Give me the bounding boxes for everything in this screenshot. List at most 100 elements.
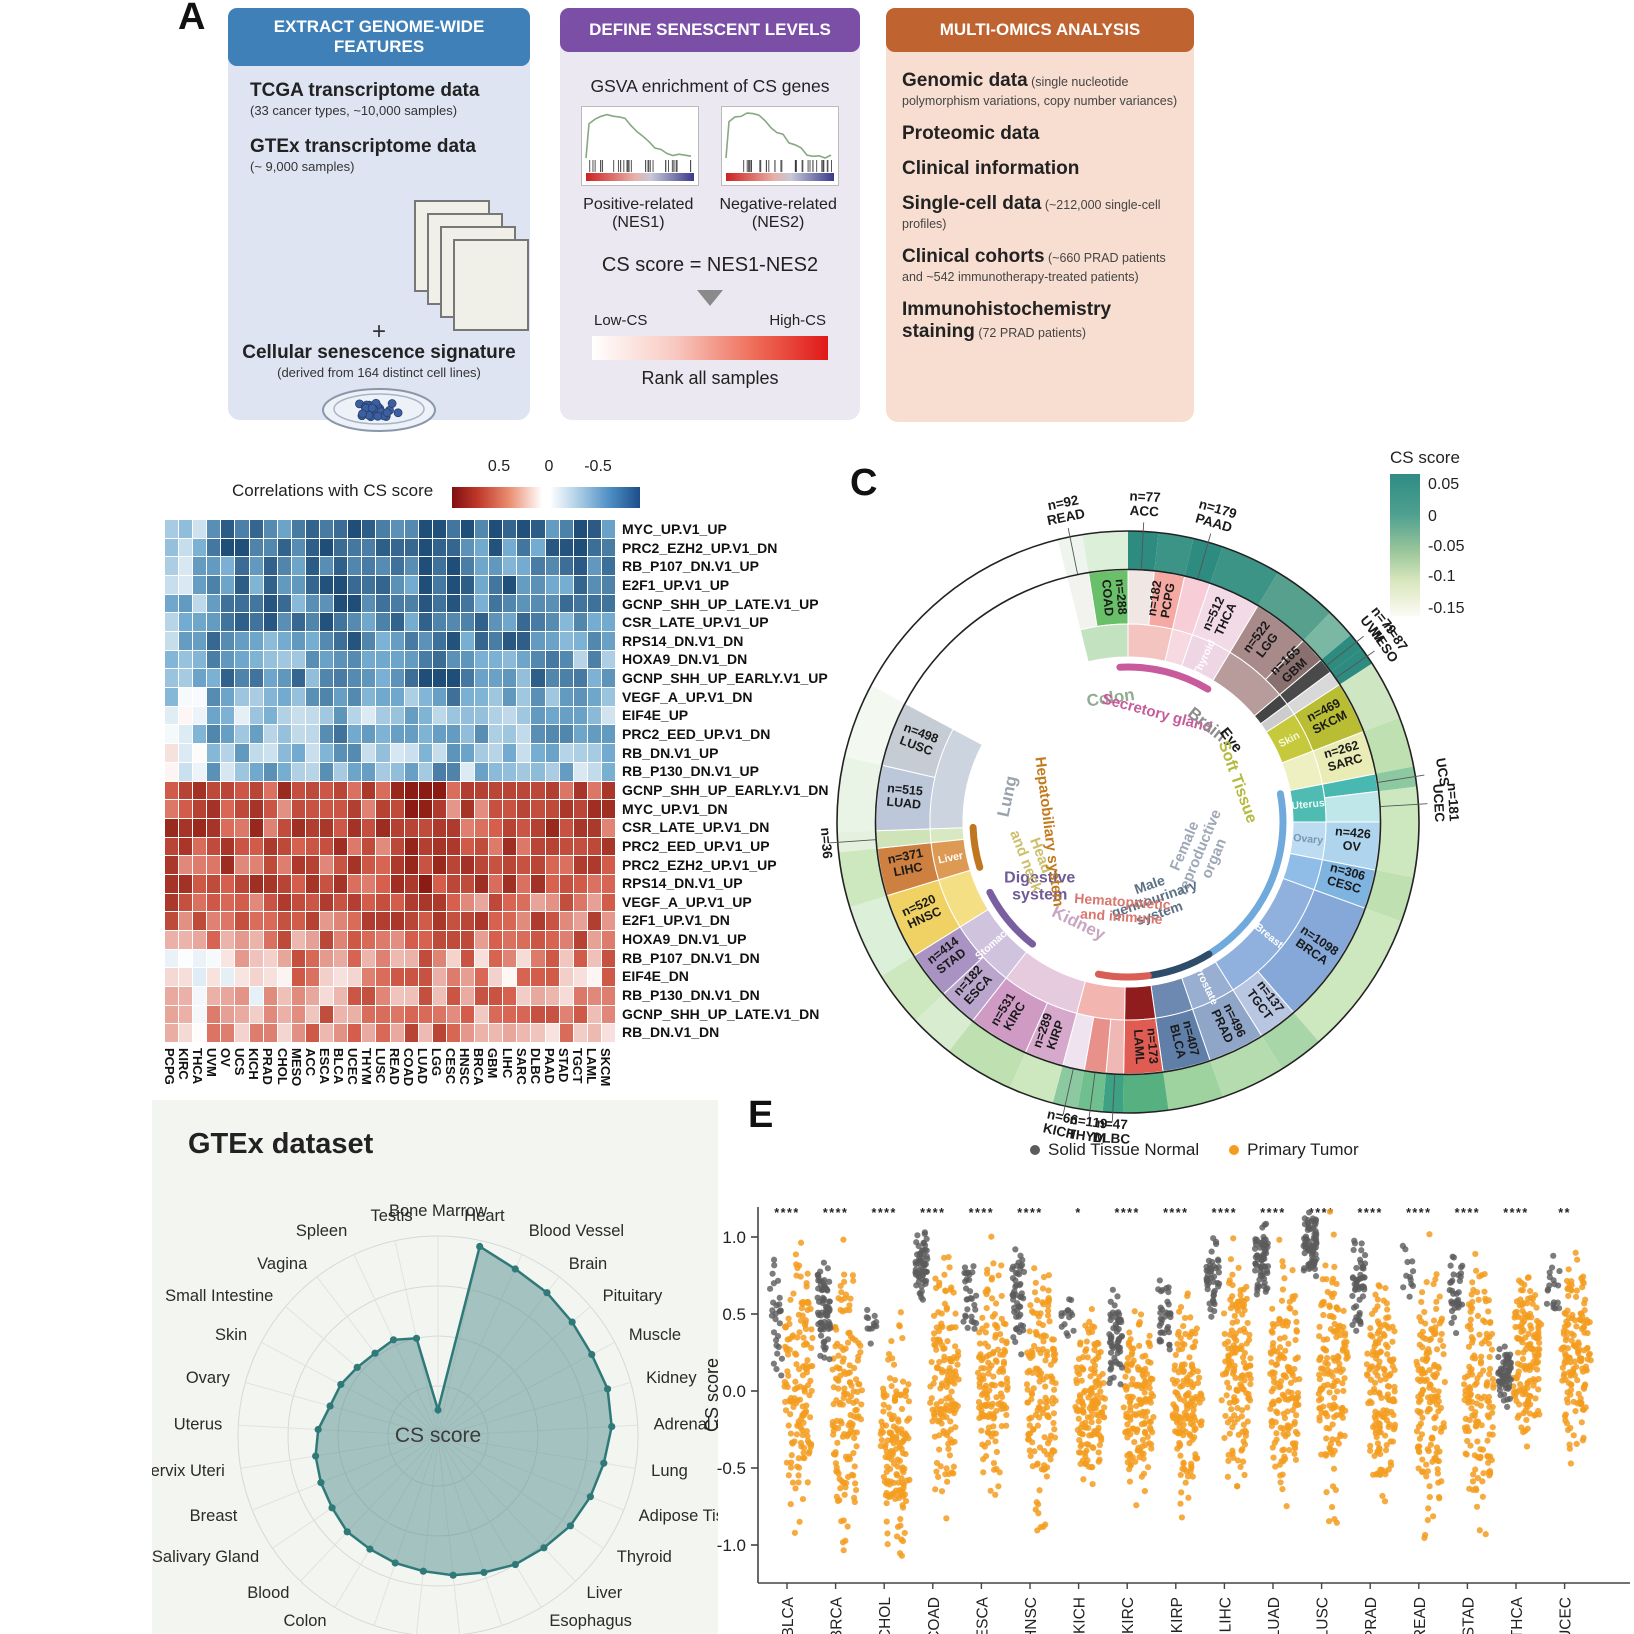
heatmap-cell: [531, 520, 545, 538]
heatmap-cell: [334, 781, 348, 800]
heatmap-cell: [207, 912, 221, 930]
heatmap-cell: [193, 650, 207, 669]
heatmap-cell: [263, 818, 277, 837]
radar-axis-label: Kidney: [646, 1369, 697, 1387]
heatmap-cell: [559, 594, 573, 613]
heatmap-cell: [517, 837, 531, 856]
heatmap-cell: [263, 837, 277, 856]
heatmap-cell: [207, 874, 221, 893]
heatmap-cell: [489, 1024, 503, 1042]
heatmap-cell: [573, 557, 587, 576]
heatmap-cell: [291, 725, 305, 744]
heatmap-cell: [334, 1005, 348, 1024]
heatmap-cell: [489, 856, 503, 874]
heatmap-cell: [291, 818, 305, 837]
heatmap-cell: [503, 986, 517, 1005]
heatmap-cell: [263, 949, 277, 968]
heatmap-cell: [489, 576, 503, 594]
x-tick-label: READ: [1412, 1597, 1429, 1634]
heatmap-cell: [503, 781, 517, 800]
system-arc: [1207, 790, 1287, 957]
heatmap-cell: [446, 856, 460, 874]
heatmap-cell: [249, 688, 263, 706]
heatmap-cell: [559, 650, 573, 669]
heatmap-cell: [376, 968, 390, 986]
heatmap-cell: [587, 688, 601, 706]
heatmap-cell: [559, 706, 573, 725]
cs-outer-ring-segment: [844, 685, 905, 766]
heatmap-cell: [305, 650, 320, 669]
cs-outer-ring-segment: [1102, 1074, 1124, 1113]
heatmap-cell: [193, 818, 207, 837]
heatmap-cell: [193, 706, 207, 725]
heatmap-cell: [193, 632, 207, 650]
cs-legend-title: CS score: [1390, 448, 1460, 467]
heatmap-cell: [305, 538, 320, 557]
svg-text:UCS: UCS: [1433, 757, 1452, 788]
heatmap-cell: [559, 930, 573, 949]
cs-outer-ring-segment: [948, 1021, 1026, 1088]
heatmap-cell: [573, 594, 587, 613]
heatmap-cell: [587, 706, 601, 725]
heatmap-cell: [573, 800, 587, 818]
heatmap-cell: [545, 669, 559, 688]
heatmap-cell: [305, 632, 320, 650]
heatmap-cell: [601, 725, 615, 744]
heatmap-cell: [376, 837, 390, 856]
heatmap-cell: [475, 762, 489, 781]
heatmap-cell: [207, 725, 221, 744]
cs-outer-ring-segment: [1210, 1036, 1283, 1098]
heatmap-cell: [432, 576, 446, 594]
heatmap-cell: [249, 781, 263, 800]
heatmap-cell: [489, 613, 503, 632]
heatmap-cell: [460, 632, 475, 650]
heatmap-cell: [404, 781, 418, 800]
heatmap-cell: [249, 669, 263, 688]
heatmap-cell: [390, 800, 404, 818]
heatmap-cell: [179, 594, 193, 613]
heatmap-cell: [432, 706, 446, 725]
heatmap-cell: [573, 1024, 587, 1042]
heatmap-cell: [503, 538, 517, 557]
heatmap-cell: [404, 968, 418, 986]
heatmap-cell: [165, 613, 179, 632]
heatmap-cell: [263, 669, 277, 688]
heatmap-row-label: PRC2_EED_UP.V1_UP: [622, 837, 770, 854]
heatmap-cell: [165, 594, 179, 613]
heatmap-cell: [573, 576, 587, 594]
heatmap-cell: [601, 650, 615, 669]
heatmap-cell: [404, 986, 418, 1005]
heatmap-cell: [559, 725, 573, 744]
heatmap-cell: [165, 1005, 179, 1024]
heatmap-cell: [418, 725, 432, 744]
heatmap-cell: [305, 874, 320, 893]
heatmap-cell: [460, 893, 475, 912]
heatmap-colorbar-label: Correlations with CS score: [232, 481, 434, 500]
significance-stars: ****: [823, 1206, 848, 1220]
heatmap-cell: [277, 650, 291, 669]
heatmap-cell: [362, 538, 376, 557]
heatmap-column-label: TGCT: [569, 1048, 585, 1084]
heatmap-cell: [432, 837, 446, 856]
heatmap-cell: [446, 986, 460, 1005]
heatmap-cell: [249, 893, 263, 912]
heatmap-cell: [277, 762, 291, 781]
heatmap-cell: [404, 893, 418, 912]
heatmap-cell: [320, 893, 334, 912]
heatmap-cell: [193, 912, 207, 930]
heatmap-cell: [475, 949, 489, 968]
multi-omics-items: Genomic data (single nucleotide polymorp…: [902, 70, 1182, 356]
heatmap-cell: [348, 949, 362, 968]
x-tick-label: KICH: [1072, 1597, 1089, 1634]
significance-stars: ****: [1503, 1206, 1528, 1220]
heatmap-cell: [418, 893, 432, 912]
heatmap-cell: [475, 725, 489, 744]
heatmap-row-label: EIF4E_UP: [622, 707, 689, 724]
heatmap-cell: [446, 706, 460, 725]
heatmap-cell: [207, 800, 221, 818]
svg-text:n=47DLBC: n=47DLBC: [1092, 1115, 1131, 1146]
heatmap-cell: [573, 856, 587, 874]
define-senescent-header: DEFINE SENESCENT LEVELS: [560, 8, 860, 52]
heatmap-cell: [348, 725, 362, 744]
heatmap-cell: [545, 986, 559, 1005]
